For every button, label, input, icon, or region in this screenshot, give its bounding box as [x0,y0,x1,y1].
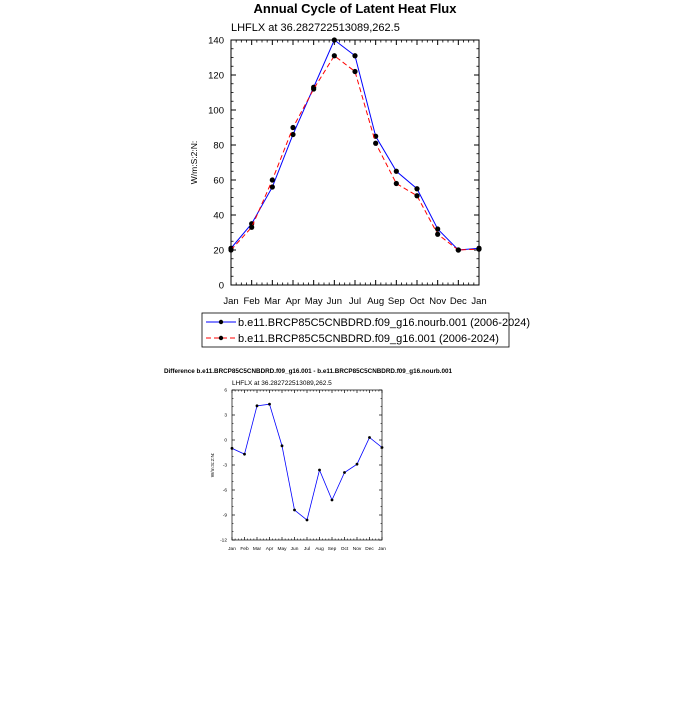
diff-ytick-label: -12 [220,538,227,544]
diff-plot-frame [231,389,383,541]
main-series-0-point [352,53,358,59]
diff-ytick-label: -6 [223,488,228,494]
diff-series-0-point [305,518,309,522]
legend-marker-nourb [218,319,224,325]
main-ytick-label: 100 [208,105,224,116]
diff-series-0-point [268,402,271,406]
diff-subtitle: LHFLX at 36.282722513089,262.5 [232,380,332,387]
main-series-0-point [290,131,296,138]
main-xtick-label: Jun [327,296,342,307]
main-series-1-point [269,177,275,183]
diff-series-0-point [280,444,284,448]
diff-title: Difference b.e11.BRCP85C5CNBDRD.f09_g16.… [164,368,453,375]
main-series-1-point [331,53,337,59]
diff-series-0-point [318,468,321,472]
diff-xtick-label: Apr [266,546,274,552]
diff-xtick-label: Sep [328,546,337,552]
main-ytick-label: 60 [213,175,224,186]
diff-xtick-label: Jan [228,546,236,552]
main-series-1-point [414,193,420,199]
main-ytick-label: 140 [208,35,224,46]
diff-ylabel: W/m:S:2:N: [210,453,216,478]
diff-ytick-label: -9 [223,513,228,519]
main-series-1-point [228,247,234,253]
main-xtick-label: Dec [450,296,467,307]
difference-chart: -12 -9 -6 -3 0 3 6 Jan Feb Mar Apr May Jun Jul Aug Sep O… [210,388,386,552]
diff-series-0-point [380,446,384,449]
main-series-1-point [373,140,379,146]
diff-xtick-label: Mar [253,546,262,552]
diff-series-0-point [243,452,246,456]
main-series-1-point [249,224,255,230]
main-series-line-1 [230,55,480,251]
diff-series-0-point [230,446,234,450]
diff-xtick-label: Dec [365,546,374,552]
main-series-1-point [311,86,317,92]
main-ytick-label: 0 [219,280,224,291]
main-xtick-label: Nov [429,296,446,307]
diff-xtick-label: Jan [378,546,386,552]
main-xtick-label: Apr [286,296,301,307]
main-ytick-label: 80 [213,140,224,151]
main-xtick-label: Jan [471,296,486,307]
main-series-1-point [393,180,399,187]
main-series-1-point [352,68,358,75]
main-series-1-point [476,246,482,252]
main-series-1-point [455,247,461,253]
legend-label-urb: b.e11.BRCP85C5CNBDRD.f09_g16.001 (2006-2… [238,333,499,345]
main-ytick-label: 20 [213,245,224,256]
diff-series-0-point [343,471,346,474]
main-xtick-label: Jan [223,296,238,307]
diff-xtick-label: Feb [240,546,249,552]
diff-series-0-point [368,436,371,439]
diff-series-0-point [293,508,296,512]
main-xtick-label: Oct [410,296,425,307]
main-xtick-label: May [305,296,323,307]
main-series-0-point [269,184,275,190]
main-xtick-label: Aug [367,296,384,307]
main-series-0-point [331,37,337,43]
legend-box [201,312,510,348]
main-xtick-label: Feb [243,296,259,307]
diff-ytick-label: 6 [224,388,227,394]
main-series-0-point [393,168,399,174]
main-xtick-label: Mar [264,296,280,307]
main-series-0-point [435,226,441,232]
main-series-0-point [414,186,420,192]
diff-xtick-label: May [277,546,287,552]
diff-series-line-0 [231,403,383,521]
main-xtick-label: Jul [349,296,361,307]
diff-ytick-label: -3 [223,463,228,469]
diff-xtick-label: Oct [341,546,349,552]
diff-xtick-label: Aug [315,546,324,552]
legend-label-nourb: b.e11.BRCP85C5CNBDRD.f09_g16.nourb.001 (… [238,317,530,329]
diff-ytick-label: 3 [224,413,227,419]
main-ytick-label: 40 [213,210,224,221]
diff-xtick-label: Jul [304,546,310,552]
main-chart: 0 20 40 60 80 100 120 140 Jan Feb Mar Apr May Jun Jul A… [189,35,487,307]
diff-xtick-label: Jun [291,546,299,552]
legend-marker-urb [218,335,224,341]
main-series-1-point [290,124,296,131]
diff-ytick-label: 0 [224,438,227,444]
main-plot-frame [230,39,480,286]
diff-series-0-point [355,462,359,466]
main-ylabel: W/m:S:2:N: [189,141,199,184]
diff-series-0-point [330,498,334,502]
main-xtick-label: Sep [388,296,405,307]
main-ytick-label: 120 [208,70,224,81]
diff-series-0-point [255,404,259,408]
main-subtitle: LHFLX at 36.282722513089,262.5 [231,22,400,34]
main-series-1-point [435,231,441,237]
diff-xtick-label: Nov [353,546,362,552]
legend: b.e11.BRCP85C5CNBDRD.f09_g16.nourb.001 (… [201,312,530,348]
main-title: Annual Cycle of Latent Heat Flux [254,1,458,16]
